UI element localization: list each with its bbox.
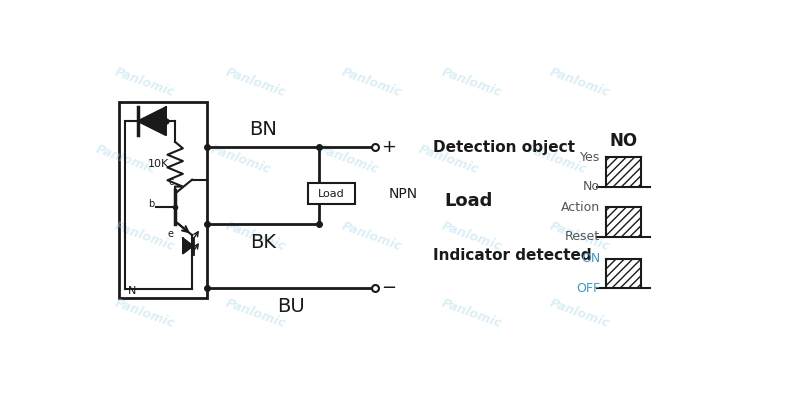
Text: ON: ON — [581, 252, 600, 266]
Text: Panlomic: Panlomic — [317, 143, 380, 176]
Text: Panlomic: Panlomic — [417, 143, 480, 176]
Text: Panlomic: Panlomic — [340, 66, 403, 100]
Text: NPN: NPN — [389, 187, 418, 201]
Text: Panlomic: Panlomic — [525, 143, 588, 176]
Text: NO: NO — [610, 132, 638, 150]
Text: Panlomic: Panlomic — [440, 66, 503, 100]
Text: Panlomic: Panlomic — [440, 297, 503, 330]
Bar — [606, 259, 641, 288]
Text: Detection object: Detection object — [433, 140, 575, 155]
Text: Panlomic: Panlomic — [224, 66, 288, 100]
Text: 10K: 10K — [147, 159, 169, 169]
Text: Panlomic: Panlomic — [547, 66, 611, 100]
Text: Panlomic: Panlomic — [209, 143, 273, 176]
Bar — [606, 207, 641, 237]
Text: Action: Action — [561, 201, 600, 214]
Text: Panlomic: Panlomic — [113, 220, 176, 254]
Text: Load: Load — [445, 192, 493, 210]
Text: Yes: Yes — [580, 151, 600, 164]
Polygon shape — [183, 238, 193, 254]
Text: OFF: OFF — [576, 282, 600, 295]
Text: Panlomic: Panlomic — [224, 297, 288, 330]
Bar — [307, 183, 355, 204]
Text: Panlomic: Panlomic — [547, 220, 611, 254]
Text: No: No — [583, 180, 600, 193]
Bar — [606, 157, 641, 186]
Text: Load: Load — [318, 188, 345, 198]
Text: Panlomic: Panlomic — [547, 297, 611, 330]
Text: Panlomic: Panlomic — [113, 297, 176, 330]
Text: BK: BK — [250, 233, 276, 252]
Bar — [119, 102, 207, 298]
Text: Panlomic: Panlomic — [224, 220, 288, 254]
Text: b: b — [148, 198, 154, 208]
Text: N: N — [128, 286, 137, 296]
Text: BU: BU — [278, 298, 306, 316]
Text: e: e — [168, 229, 174, 239]
Text: Panlomic: Panlomic — [113, 66, 176, 100]
Text: +: + — [382, 138, 397, 156]
Text: Panlomic: Panlomic — [94, 143, 157, 176]
Text: Panlomic: Panlomic — [440, 220, 503, 254]
Polygon shape — [138, 107, 166, 135]
Text: Reset: Reset — [565, 230, 600, 243]
Text: Panlomic: Panlomic — [340, 220, 403, 254]
Text: Indicator detected: Indicator detected — [433, 248, 592, 263]
Text: −: − — [382, 279, 397, 297]
Text: BN: BN — [250, 120, 278, 139]
Text: c: c — [168, 177, 174, 187]
